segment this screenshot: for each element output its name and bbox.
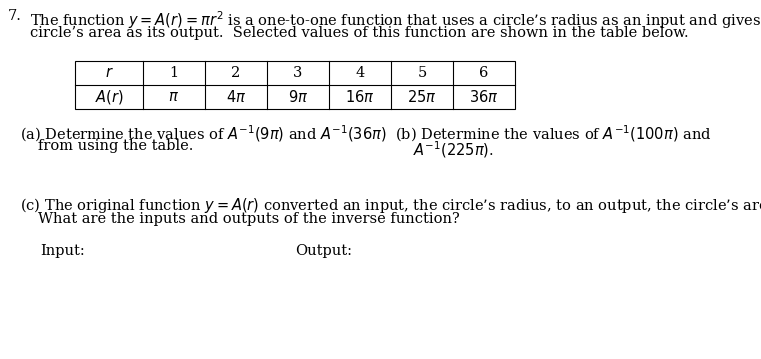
Text: Output:: Output: [295, 244, 352, 258]
Text: circle’s area as its output.  Selected values of this function are shown in the : circle’s area as its output. Selected va… [30, 26, 689, 40]
Text: $9\pi$: $9\pi$ [288, 89, 308, 105]
Text: (c) The original function $y = A(r)$ converted an input, the circle’s radius, to: (c) The original function $y = A(r)$ con… [20, 196, 761, 215]
Text: Input:: Input: [40, 244, 84, 258]
Text: $A^{-1}(225\pi)$.: $A^{-1}(225\pi)$. [413, 139, 494, 160]
Text: 1: 1 [170, 66, 179, 80]
Text: What are the inputs and outputs of the inverse function?: What are the inputs and outputs of the i… [38, 212, 460, 226]
Text: (b) Determine the values of $A^{-1}(100\pi)$ and: (b) Determine the values of $A^{-1}(100\… [395, 123, 712, 144]
Bar [75, 61, 515, 109]
Text: $A(r)$: $A(r)$ [94, 88, 123, 106]
Text: (a) Determine the values of $A^{-1}(9\pi)$ and $A^{-1}(36\pi)$: (a) Determine the values of $A^{-1}(9\pi… [20, 123, 387, 144]
Text: $r$: $r$ [104, 66, 113, 80]
Text: 7.: 7. [8, 9, 22, 23]
Text: 5: 5 [417, 66, 427, 80]
Text: 6: 6 [479, 66, 489, 80]
Text: $\pi$: $\pi$ [168, 90, 180, 104]
Text: $25\pi$: $25\pi$ [407, 89, 437, 105]
Text: The function $y = A(r) = \pi r^2$ is a one-to-one function that uses a circle’s : The function $y = A(r) = \pi r^2$ is a o… [30, 9, 761, 31]
Text: $36\pi$: $36\pi$ [470, 89, 498, 105]
Text: 2: 2 [231, 66, 240, 80]
Text: 3: 3 [293, 66, 303, 80]
Text: $4\pi$: $4\pi$ [226, 89, 246, 105]
Text: 4: 4 [355, 66, 365, 80]
Text: from using the table.: from using the table. [38, 139, 193, 153]
Text: $16\pi$: $16\pi$ [345, 89, 375, 105]
